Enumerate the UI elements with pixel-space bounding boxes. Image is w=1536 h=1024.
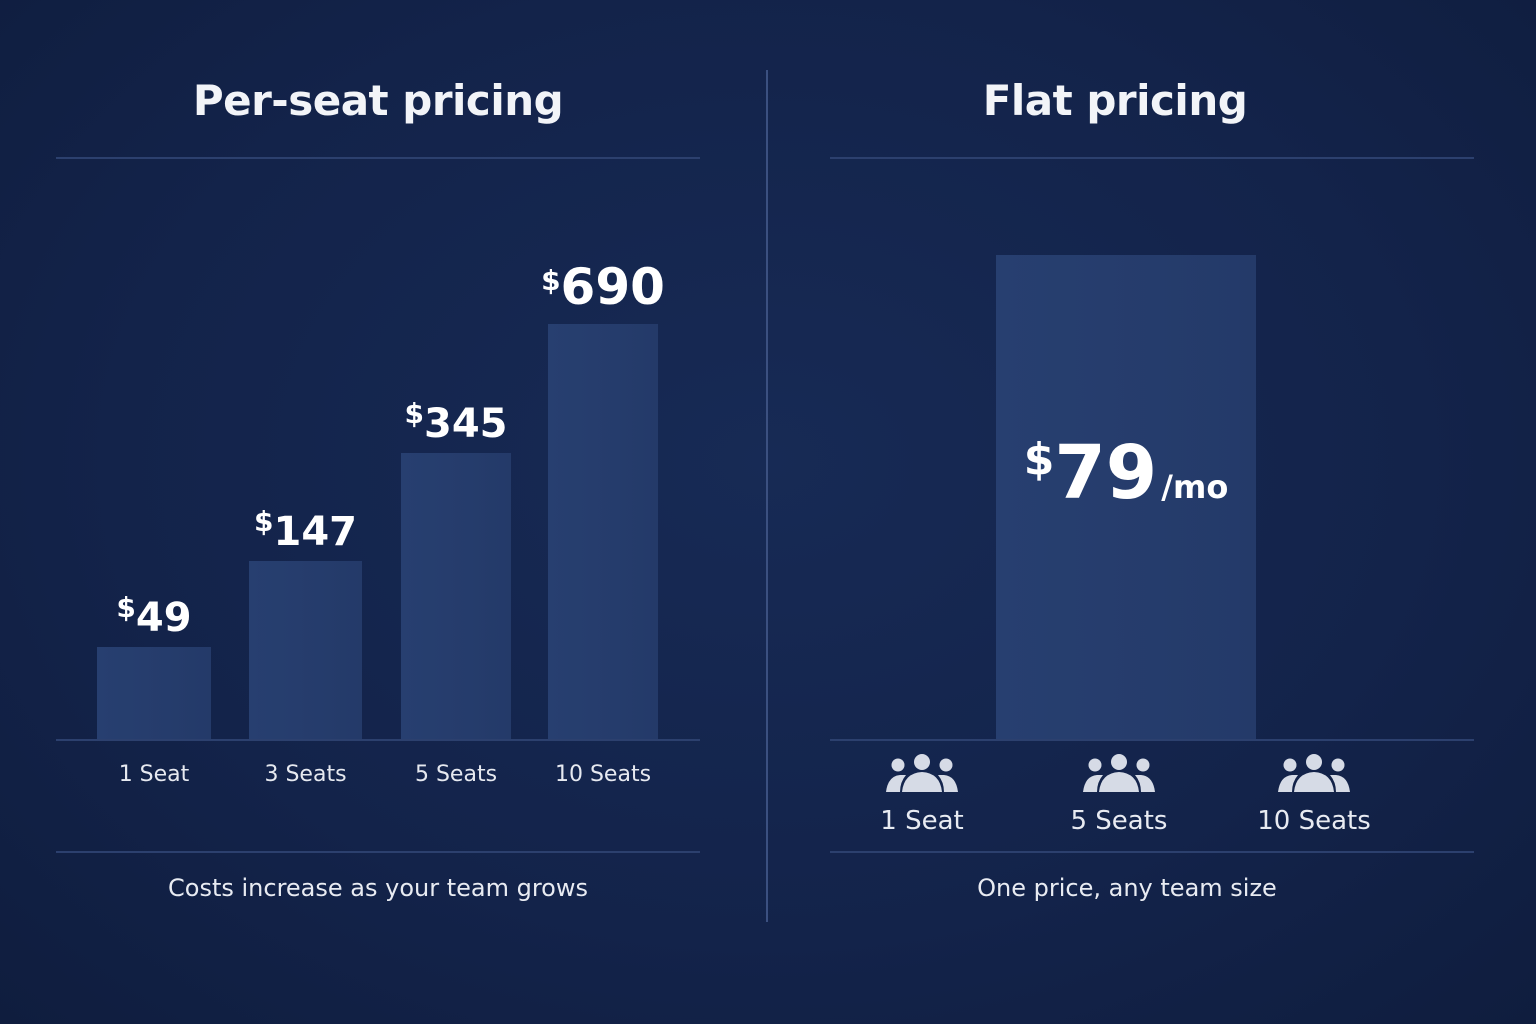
category-label: 1 Seat: [118, 762, 190, 787]
category-label: 10 Seats: [554, 762, 652, 787]
per-seat-baseline: [56, 739, 700, 741]
flat-price-amount: 79: [1054, 430, 1158, 516]
flat-baseline: [830, 739, 1474, 741]
flat-caption-divider: [830, 851, 1474, 853]
category-label: 5 Seats: [414, 762, 498, 787]
flat-price-bar: [996, 255, 1256, 740]
category-label: 10 Seats: [1257, 806, 1371, 836]
center-divider: [766, 70, 768, 922]
people-group-icon: [884, 754, 960, 794]
value-label: $345: [404, 396, 508, 447]
value-label: $49: [116, 590, 192, 641]
per-seat-caption-divider: [56, 851, 700, 853]
per-seat-caption: Costs increase as your team grows: [168, 874, 588, 902]
bar-5-seats: [401, 452, 511, 740]
bar-3-seats: [249, 560, 362, 740]
category-label: 5 Seats: [1070, 806, 1168, 836]
per-seat-title-divider: [56, 157, 700, 159]
bar-10-seats: [548, 323, 658, 740]
bar-1-seat: [97, 646, 211, 740]
value-label: $690: [541, 257, 665, 316]
flat-price-unit: /mo: [1161, 468, 1229, 506]
flat-title-divider: [830, 157, 1474, 159]
category-label: 3 Seats: [264, 762, 347, 787]
flat-price-label: $79/mo: [996, 430, 1256, 516]
value-label: $147: [254, 504, 357, 555]
currency-symbol: $: [1023, 434, 1055, 485]
category-label: 1 Seat: [880, 806, 964, 836]
people-group-icon: [1081, 754, 1157, 794]
people-group-icon: [1276, 754, 1352, 794]
per-seat-title: Per-seat pricing: [192, 76, 564, 125]
flat-title: Flat pricing: [982, 76, 1248, 125]
flat-caption: One price, any team size: [977, 874, 1277, 902]
